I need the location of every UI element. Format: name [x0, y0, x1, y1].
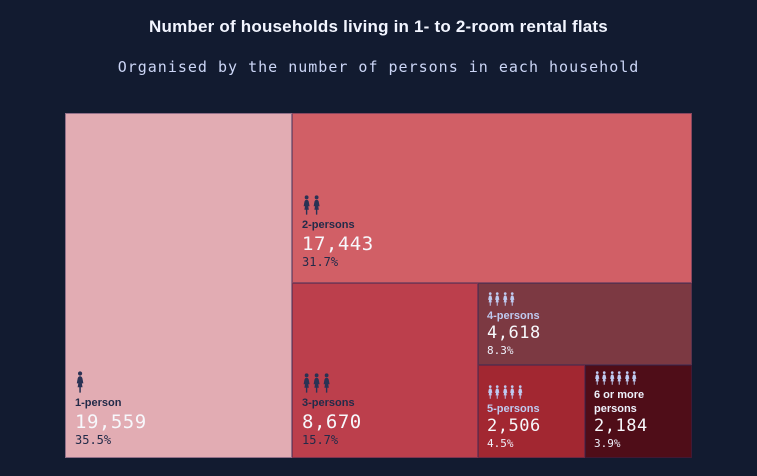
treemap-tile-3-persons: 3-persons 8,670 15.7%	[292, 283, 478, 458]
person-icons	[302, 195, 321, 215]
treemap-tile-6-or-more-persons: 6 or more persons 2,184 3.9%	[585, 365, 692, 458]
tile-value: 4,618	[487, 323, 541, 344]
tile-percentage: 8.3%	[487, 343, 514, 357]
tile-label: 6 or more persons	[594, 388, 645, 415]
person-icons	[487, 291, 516, 306]
treemap-tile-4-persons: 4-persons 4,618 8.3%	[478, 283, 692, 365]
person-icons	[75, 371, 85, 393]
tile-label: 5-persons	[487, 402, 540, 415]
tile-percentage: 4.5%	[487, 436, 514, 450]
tile-percentage: 31.7%	[302, 255, 339, 270]
tile-percentage: 15.7%	[302, 433, 339, 448]
person-icons	[594, 371, 638, 385]
tile-label: 1-person	[75, 396, 122, 409]
tile-label: 4-persons	[487, 309, 540, 322]
tile-value: 2,184	[594, 416, 648, 437]
treemap-tile-2-persons: 2-persons 17,443 31.7%	[292, 113, 692, 283]
tile-percentage: 35.5%	[75, 433, 112, 448]
person-icons	[302, 373, 332, 393]
person-icons	[487, 384, 523, 399]
treemap-chart: 1-person 19,559 35.5% 2-persons 17,443 3…	[65, 113, 692, 458]
tile-value: 8,670	[302, 410, 362, 433]
chart-title: Number of households living in 1- to 2-r…	[149, 17, 608, 36]
tile-percentage: 3.9%	[594, 436, 621, 450]
treemap-tile-5-persons: 5-persons 2,506 4.5%	[478, 365, 585, 458]
tile-value: 17,443	[302, 232, 374, 255]
treemap-tile-1-person: 1-person 19,559 35.5%	[65, 113, 292, 458]
tile-label: 3-persons	[302, 396, 355, 409]
tile-label: 2-persons	[302, 218, 355, 231]
tile-value: 19,559	[75, 410, 147, 433]
chart-subtitle: Organised by the number of persons in ea…	[117, 58, 640, 76]
tile-value: 2,506	[487, 416, 541, 437]
